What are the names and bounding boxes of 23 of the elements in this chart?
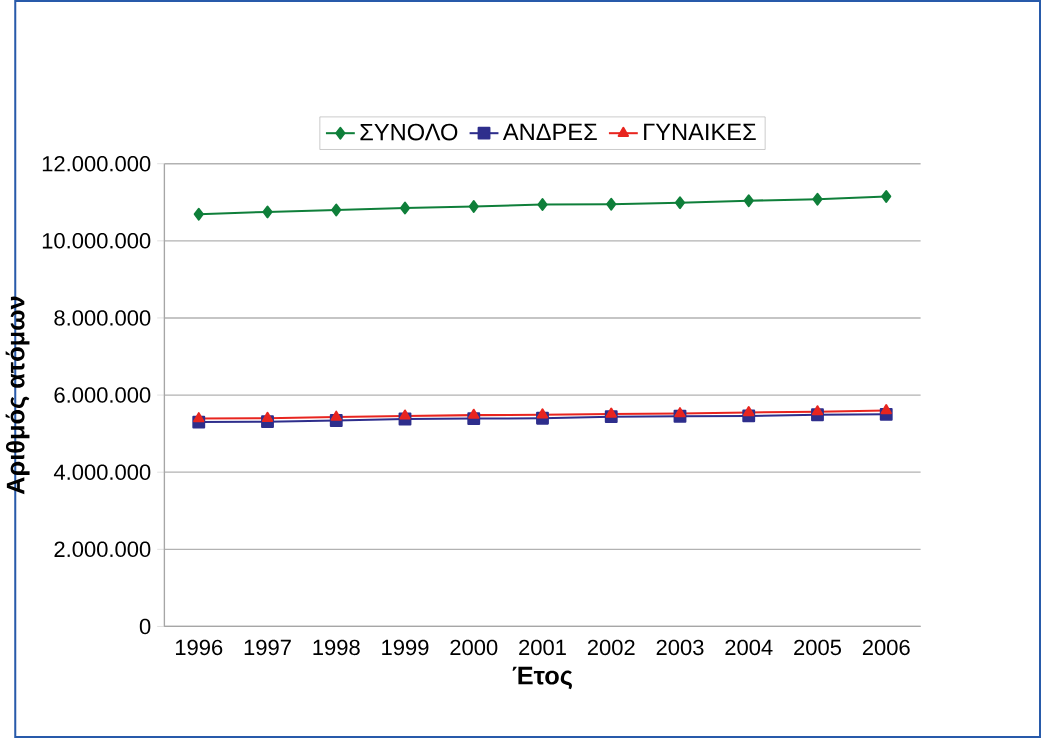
x-tick-label: 1999 [382,639,429,656]
y-tick-label: 12.000.000 [42,155,151,172]
y-axis-title: Αριθμός ατόμων [5,296,30,495]
x-tick-label: 2003 [656,639,704,656]
x-tick-label: 2000 [450,639,498,656]
y-tick-label: 6.000.000 [54,387,151,403]
x-tick-label: 1996 [175,639,223,656]
legend-label: ΑΝΔΡΕΣ [502,123,597,141]
y-tick-label: 4.000.000 [53,464,151,480]
x-tick-label: 2004 [725,639,773,656]
legend-label: ΣΥΝΟΛΟ [360,123,458,141]
y-tick-label: 8.000.000 [54,310,151,326]
legend-label: ΓΥΝΑΙΚΕΣ [644,123,756,141]
x-tick-label: 1998 [313,639,360,656]
x-tick-label: 2001 [519,639,566,656]
x-tick-label: 2006 [862,639,910,656]
y-tick-label: 2.000.000 [54,541,151,558]
x-axis-title: Έτος [512,666,572,690]
y-tick-label: 10.000.000 [42,232,151,249]
x-tick-label: 1997 [244,639,291,656]
x-tick-label: 2005 [794,639,841,656]
x-tick-label: 2002 [587,639,635,656]
y-tick-label: 0 [139,618,151,635]
